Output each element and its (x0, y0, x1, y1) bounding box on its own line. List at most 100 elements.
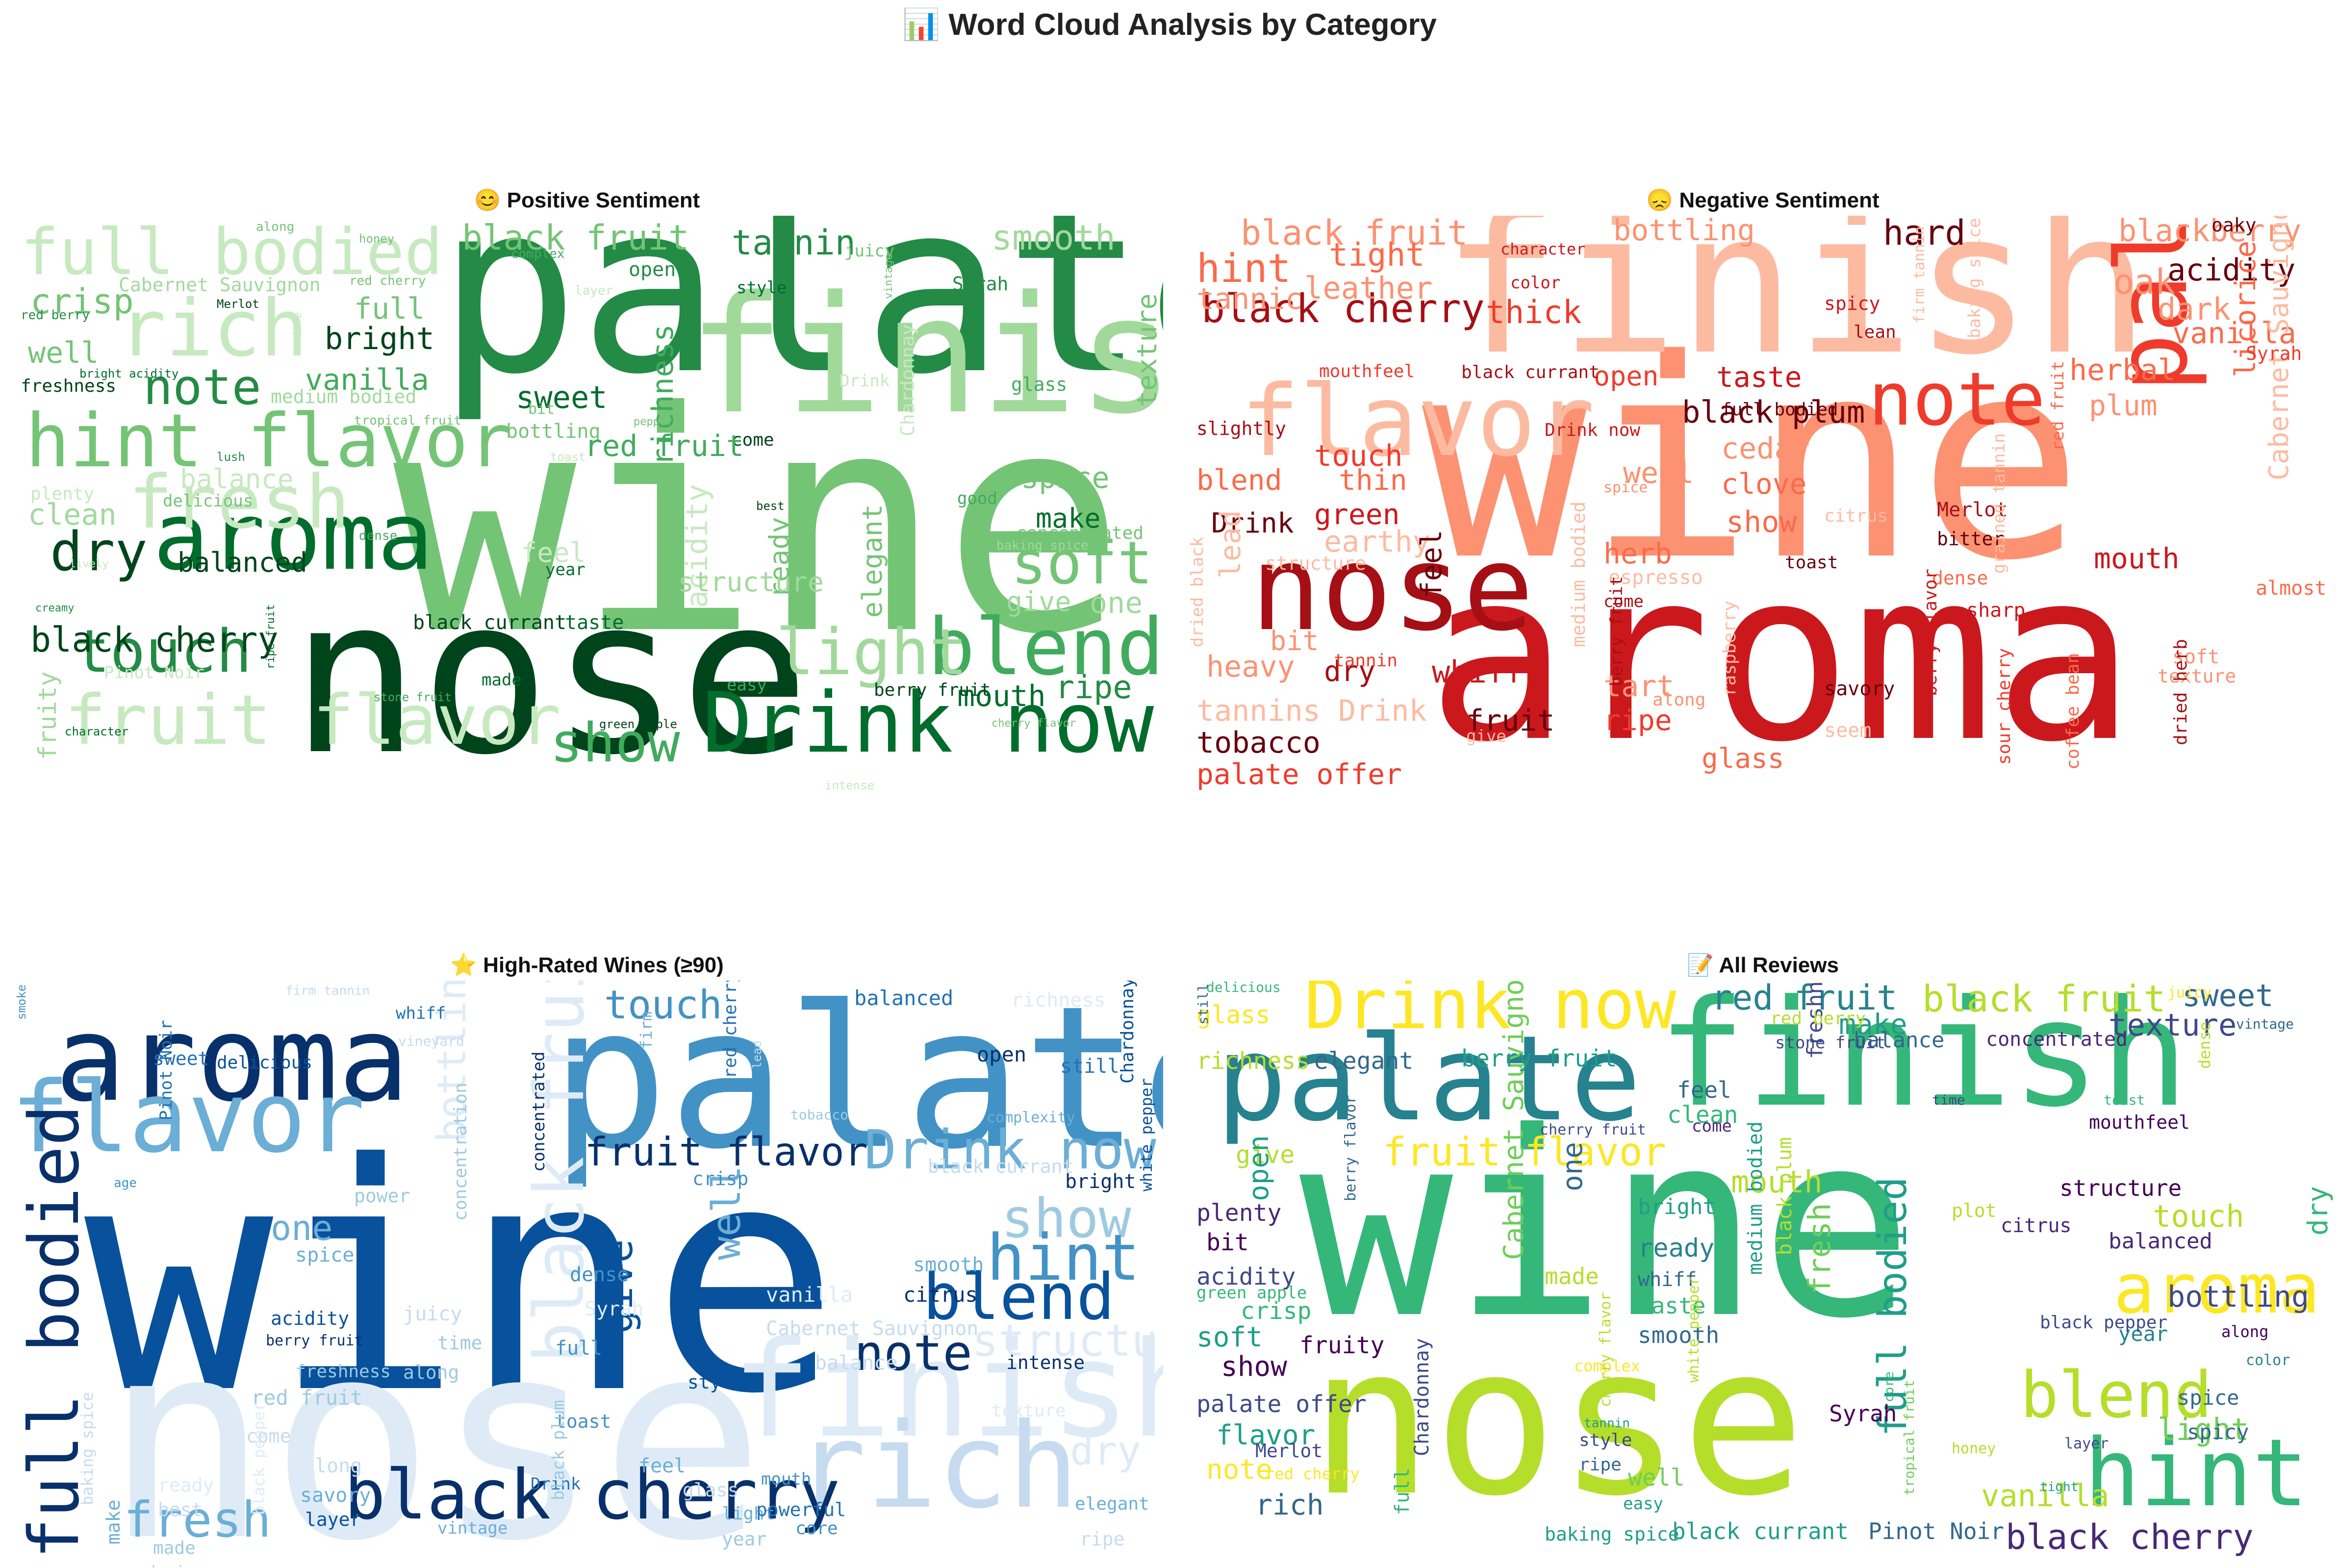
word-crisp: crisp (692, 1168, 749, 1189)
word-mouth: mouth (957, 679, 1046, 713)
word-drink: Drink (839, 371, 890, 391)
word-red-fruit: red fruit (251, 1386, 363, 1410)
word-layer: layer (2064, 1435, 2109, 1452)
word-firm-tannin: firm tannin (285, 984, 370, 998)
word-complexity: complexity (987, 1109, 1075, 1126)
word-time: time (437, 1332, 483, 1354)
word-elegant: elegant (1314, 1047, 1414, 1075)
word-baking-spice: baking spice (996, 538, 1089, 553)
word-make: make (1036, 503, 1101, 534)
word-firm: firm (637, 1011, 656, 1049)
word-texture: texture (992, 1401, 1066, 1421)
word-black-cherry: black cherry (2006, 1517, 2254, 1557)
word-blend: blend (1196, 463, 1282, 497)
word-dense: dense (570, 1264, 629, 1286)
word-herb: herb (1603, 537, 1672, 570)
word-richness: richness (1196, 1047, 1310, 1075)
word-complex: complex (511, 247, 565, 261)
word-made: made (482, 670, 522, 690)
word-lively: lively (70, 558, 109, 570)
word-earthy: earthy (1324, 525, 1430, 559)
word-fresh: fresh (1802, 1203, 1837, 1294)
high-rated-wines-wordcloud: winenosepalatefinisharomaflavorrichblack… (11, 981, 1163, 1568)
word-style: style (737, 278, 787, 298)
word-lush: lush (217, 450, 245, 464)
word-green-apple: green apple (599, 717, 677, 731)
word-sweet: sweet (516, 379, 608, 415)
word-berry-fruit: berry fruit (874, 680, 991, 700)
word-dry: dry (1070, 1428, 1141, 1474)
word-medium-bodied: medium bodied (271, 386, 417, 407)
word-sweet: sweet (2182, 981, 2274, 1013)
word-black-cherry: black cherry (30, 620, 279, 660)
word-clean: clean (1667, 1101, 1738, 1129)
word-acidity: acidity (1196, 1263, 1296, 1290)
word-vanilla: vanilla (2172, 316, 2296, 351)
word-mouth: mouth (2094, 542, 2180, 575)
word-bright: bright (1638, 1194, 1716, 1219)
positive-sentiment-title: 😊 Positive Sentiment (474, 188, 700, 212)
word-red-fruit: red fruit (2048, 360, 2068, 451)
word-aroma: aroma (1427, 520, 2136, 794)
word-show: show (1001, 1187, 1131, 1250)
word-tannin: tannin (732, 223, 856, 263)
word-raspberry: raspberry (1720, 600, 1740, 696)
word-bottling: bottling (2167, 1280, 2309, 1314)
word-concentration: concentration (451, 1083, 471, 1221)
word-intense: intense (1006, 1352, 1085, 1373)
word-black-currant: black currant (928, 1156, 1074, 1177)
word-toast: toast (555, 1411, 611, 1432)
word-whiff: whiff (396, 1004, 446, 1023)
all-reviews-title: 📝 All Reviews (1687, 953, 1839, 977)
word-well: well (1628, 1464, 1685, 1492)
word-oaky: oaky (2212, 216, 2257, 236)
word-berry-fruit: berry fruit (1461, 1045, 1617, 1072)
word-complex: complex (1574, 1357, 1640, 1375)
word-bitter: bitter (1937, 528, 2005, 550)
word-acidity: acidity (271, 1308, 350, 1329)
word-clean: clean (28, 498, 117, 532)
word-black-currant: black currant (1672, 1518, 1849, 1544)
word-cherry-flavor: cherry flavor (1597, 1292, 1614, 1407)
word-tight: tight (2040, 1480, 2079, 1494)
word-year: year (545, 560, 585, 580)
word-espresso: espresso (1608, 566, 1703, 589)
word-along: along (403, 1362, 459, 1383)
word-plum: plum (2089, 389, 2158, 422)
word-glass: glass (1011, 374, 1068, 395)
word-black-pepper: black pepper (250, 1401, 268, 1515)
word-fruit-flavor: fruit flavor (1383, 1129, 1666, 1175)
word-soft: soft (1196, 1321, 1263, 1353)
word-light: light (722, 1504, 775, 1524)
word-berry-fruit: berry fruit (266, 1332, 363, 1349)
word-berry-flavor: berry flavor (1342, 1095, 1359, 1201)
word-bright: bright (325, 321, 434, 356)
word-spice: spice (2177, 1386, 2239, 1410)
word-layer: layer (305, 1509, 361, 1530)
word-finish: finish (1442, 216, 2150, 398)
word-drink: Drink (1211, 507, 1294, 539)
word-one: one (271, 1208, 333, 1248)
word-wine: wine (1299, 1077, 1914, 1374)
word-structure: structure (1265, 553, 1366, 574)
word-berry-flavor: berry flavor (1921, 568, 1941, 696)
word-flavor: flavor (1216, 1419, 1316, 1451)
word-black-plum: black plum (549, 1400, 568, 1500)
word-chardonnay: Chardonnay (1118, 981, 1138, 1084)
word-hint-flavor: hint flavor (25, 399, 513, 484)
word-vintage: vintage (883, 253, 895, 299)
word-bit: bit (1206, 1229, 1249, 1256)
word-almost: almost (2256, 577, 2327, 600)
all-reviews-wordcloud: wine nose finish palate Drink now hint aroma bl… (1187, 981, 2339, 1568)
word-mouthfeel: mouthfeel (2089, 1112, 2190, 1133)
word-character: character (65, 725, 129, 738)
word-fruit-flavor: fruit flavor (65, 681, 561, 760)
word-character: character (1500, 240, 1586, 258)
word-spice: spice (1021, 461, 1110, 495)
word-time: time (1932, 1092, 1965, 1108)
word-open: open (629, 258, 676, 281)
word-seem: seem (1824, 719, 1872, 742)
word-still: still (1060, 1055, 1119, 1078)
word-smooth: smooth (1638, 1322, 1720, 1348)
word-dried-herb: dried herb (2171, 639, 2191, 745)
